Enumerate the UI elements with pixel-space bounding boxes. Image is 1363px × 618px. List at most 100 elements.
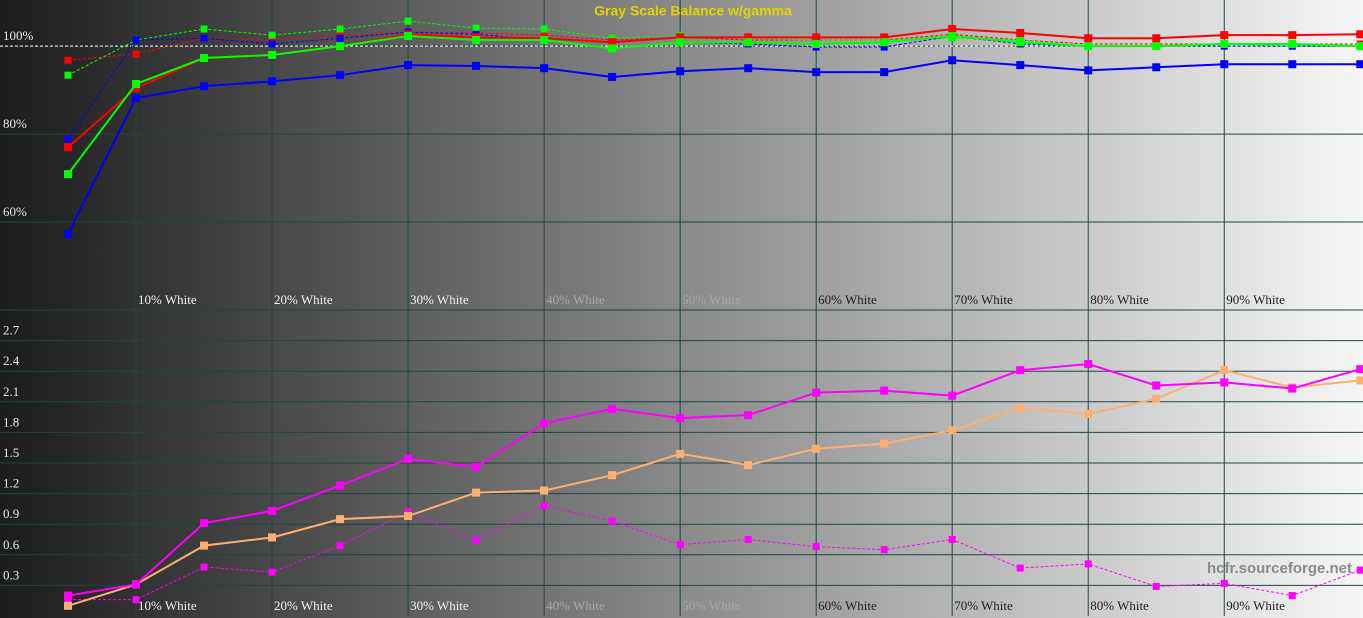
point-marker [472, 463, 481, 472]
point-marker [1152, 42, 1161, 51]
point-marker [132, 50, 140, 58]
y-tick-label: 100% [3, 28, 34, 43]
point-marker [812, 444, 821, 453]
point-marker [404, 32, 413, 41]
point-marker [1288, 31, 1297, 40]
point-marker [540, 36, 549, 45]
point-marker [812, 543, 820, 551]
point-marker [200, 519, 209, 528]
point-marker [812, 68, 821, 77]
point-marker [540, 486, 549, 495]
point-marker [472, 36, 481, 45]
point-marker [608, 44, 617, 53]
point-marker [404, 17, 412, 25]
point-marker [676, 449, 685, 458]
point-marker [132, 79, 141, 88]
point-marker [64, 170, 73, 179]
point-marker [812, 33, 821, 42]
point-marker [540, 25, 548, 33]
point-marker [1356, 566, 1363, 574]
point-marker [1084, 410, 1093, 419]
point-marker [812, 39, 821, 48]
point-marker [336, 71, 345, 80]
x-tick-label: 10% White [138, 598, 197, 613]
point-marker [64, 71, 72, 79]
point-marker [64, 56, 72, 64]
point-marker [1016, 38, 1025, 47]
x-tick-label: 10% White [138, 292, 197, 307]
point-marker [1152, 394, 1161, 403]
point-marker [132, 596, 140, 604]
y-tick-label: 0.3 [3, 567, 19, 582]
point-marker [1288, 384, 1297, 393]
x-tick-label: 50% White [682, 292, 741, 307]
point-marker [268, 568, 276, 576]
y-tick-label: 2.4 [3, 353, 20, 368]
point-marker [132, 36, 140, 44]
point-marker [1356, 42, 1363, 51]
x-tick-label: 40% White [546, 598, 605, 613]
point-marker [1016, 403, 1025, 412]
point-marker [268, 40, 276, 48]
point-marker [1356, 30, 1363, 39]
point-marker [1084, 360, 1093, 369]
point-marker [948, 56, 957, 65]
point-marker [404, 508, 412, 516]
point-marker [744, 64, 753, 73]
point-marker [1016, 366, 1025, 375]
point-marker [336, 34, 344, 42]
point-marker [1016, 61, 1025, 70]
x-tick-label: 70% White [954, 292, 1013, 307]
point-marker [948, 25, 957, 34]
point-marker [880, 43, 888, 51]
point-marker [1152, 63, 1161, 72]
point-marker [1084, 34, 1093, 43]
series-line [67, 369, 1361, 607]
point-marker [268, 533, 277, 542]
point-marker [948, 426, 957, 435]
x-tick-label: 20% White [274, 292, 333, 307]
point-marker [200, 54, 209, 63]
point-marker [540, 64, 549, 73]
point-marker [200, 82, 209, 91]
point-marker [336, 515, 345, 524]
point-marker [1356, 376, 1363, 385]
point-marker [1288, 60, 1297, 69]
point-marker [472, 24, 480, 32]
point-marker [64, 143, 73, 152]
point-marker [676, 67, 685, 76]
point-marker [676, 38, 685, 47]
point-marker [1220, 579, 1228, 587]
point-marker [472, 61, 481, 70]
point-marker [1356, 365, 1363, 374]
point-marker [1288, 39, 1297, 48]
series-line [68, 505, 1361, 601]
point-marker [744, 536, 752, 543]
point-marker [608, 404, 617, 413]
x-tick-label: 80% White [1090, 292, 1149, 307]
point-marker [744, 38, 753, 47]
point-marker [1016, 28, 1025, 37]
x-tick-label: 20% White [274, 598, 333, 613]
point-marker [268, 77, 277, 86]
y-tick-label: 2.1 [3, 384, 19, 399]
series-line [67, 31, 1361, 61]
point-marker [1220, 60, 1229, 69]
point-marker [200, 25, 208, 33]
chart-title: Gray Scale Balance w/gamma [594, 3, 792, 19]
point-marker [540, 419, 549, 428]
point-marker [880, 439, 889, 448]
point-marker [472, 488, 481, 497]
point-marker [608, 38, 617, 47]
point-marker [472, 537, 480, 545]
point-marker [540, 502, 548, 510]
point-marker [132, 94, 141, 103]
point-marker [948, 32, 957, 41]
y-tick-label: 80% [3, 116, 27, 131]
point-marker [404, 512, 413, 521]
point-marker [948, 391, 957, 400]
point-marker [1152, 582, 1160, 590]
point-marker [744, 461, 753, 470]
point-marker [1152, 34, 1161, 43]
point-marker [64, 229, 73, 238]
